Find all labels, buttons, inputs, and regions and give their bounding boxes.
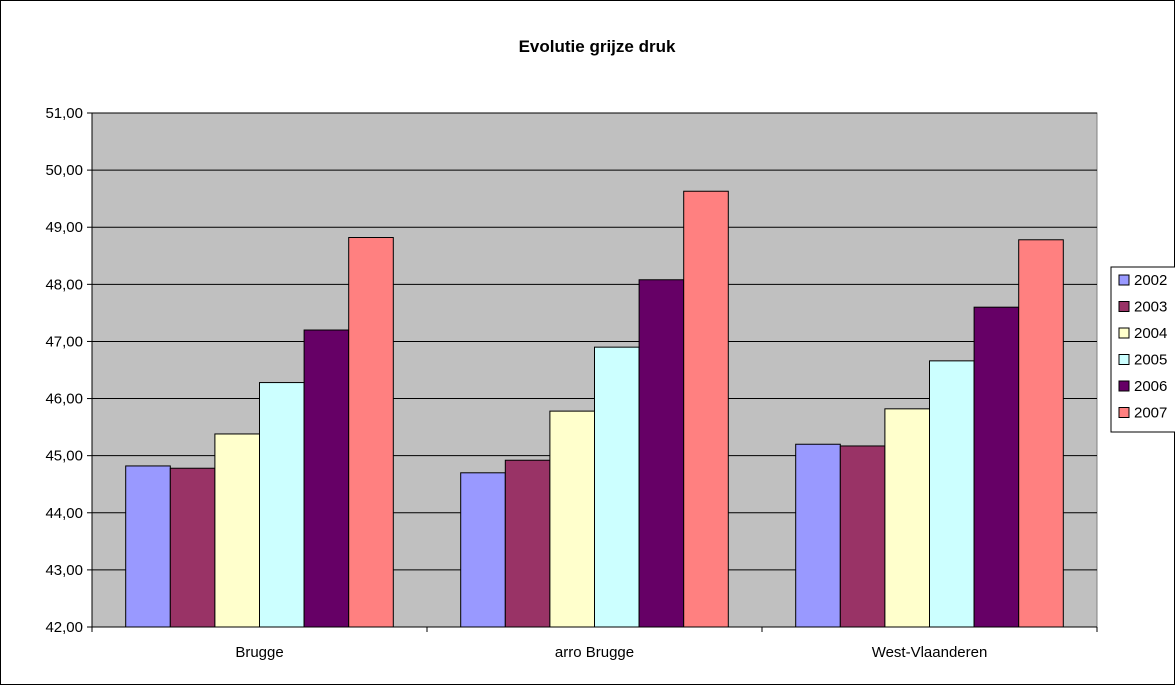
bar-2004-2 (884, 408, 931, 628)
bar-2005-1 (594, 346, 640, 628)
bar-2007-0 (348, 237, 394, 628)
legend-label-2004: 2004 (1134, 325, 1167, 342)
y-tick-label: 43,00 (45, 562, 83, 579)
y-axis: 42,00 43,00 44,00 45,00 46,00 47,00 48,00 49,00… (45, 105, 93, 636)
legend-swatch-2002 (1118, 274, 1130, 286)
bar-2004-0 (214, 433, 260, 628)
x-tick-label: West-Vlaanderen (872, 644, 988, 661)
legend-label-2007: 2007 (1134, 405, 1167, 422)
bar-2004-1 (549, 410, 596, 628)
legend-label-2003: 2003 (1134, 299, 1167, 316)
legend-label-2005: 2005 (1134, 352, 1167, 369)
bar-2003-0 (169, 467, 216, 628)
y-tick-label: 44,00 (45, 505, 83, 522)
bar-2006-1 (638, 279, 685, 628)
x-tick-label: Brugge (235, 644, 283, 661)
x-tick-label: arro Brugge (555, 644, 634, 661)
bar-2005-0 (259, 382, 305, 628)
bar-2002-0 (125, 465, 171, 628)
legend-swatch-2005 (1118, 354, 1130, 365)
y-tick-label: 46,00 (45, 391, 83, 408)
bar-2005-2 (929, 360, 975, 628)
y-tick-label: 48,00 (45, 276, 83, 293)
y-tick-label: 50,00 (45, 162, 83, 179)
chart-title: Evolutie grijze druk (519, 37, 676, 56)
legend-swatch-2006 (1118, 380, 1130, 392)
bar-2002-1 (460, 472, 506, 628)
bar-2007-2 (1018, 239, 1064, 628)
bars (125, 190, 1064, 628)
y-tick-label: 45,00 (45, 448, 83, 465)
x-axis: Brugge arro Brugge West-Vlaanderen (91, 626, 1098, 661)
legend-label-2002: 2002 (1134, 272, 1167, 289)
legend-swatch-2004 (1118, 327, 1130, 339)
legend: 2002 2003 2004 2005 2006 2007 (1110, 266, 1175, 433)
bar-2007-1 (683, 190, 729, 628)
legend-swatch-2007 (1118, 407, 1130, 418)
legend-label-2006: 2006 (1134, 378, 1167, 395)
bar-2003-2 (839, 445, 886, 628)
bar-2006-2 (973, 306, 1020, 628)
y-tick-label: 47,00 (45, 333, 83, 350)
y-tick-label: 42,00 (45, 619, 83, 636)
y-tick-label: 51,00 (45, 105, 83, 122)
legend-box (1110, 266, 1175, 433)
legend-swatch-2003 (1118, 301, 1130, 312)
y-tick-label: 49,00 (45, 219, 83, 236)
bar-2006-0 (303, 329, 350, 628)
bar-2002-2 (795, 443, 841, 628)
bar-2003-1 (504, 459, 551, 628)
